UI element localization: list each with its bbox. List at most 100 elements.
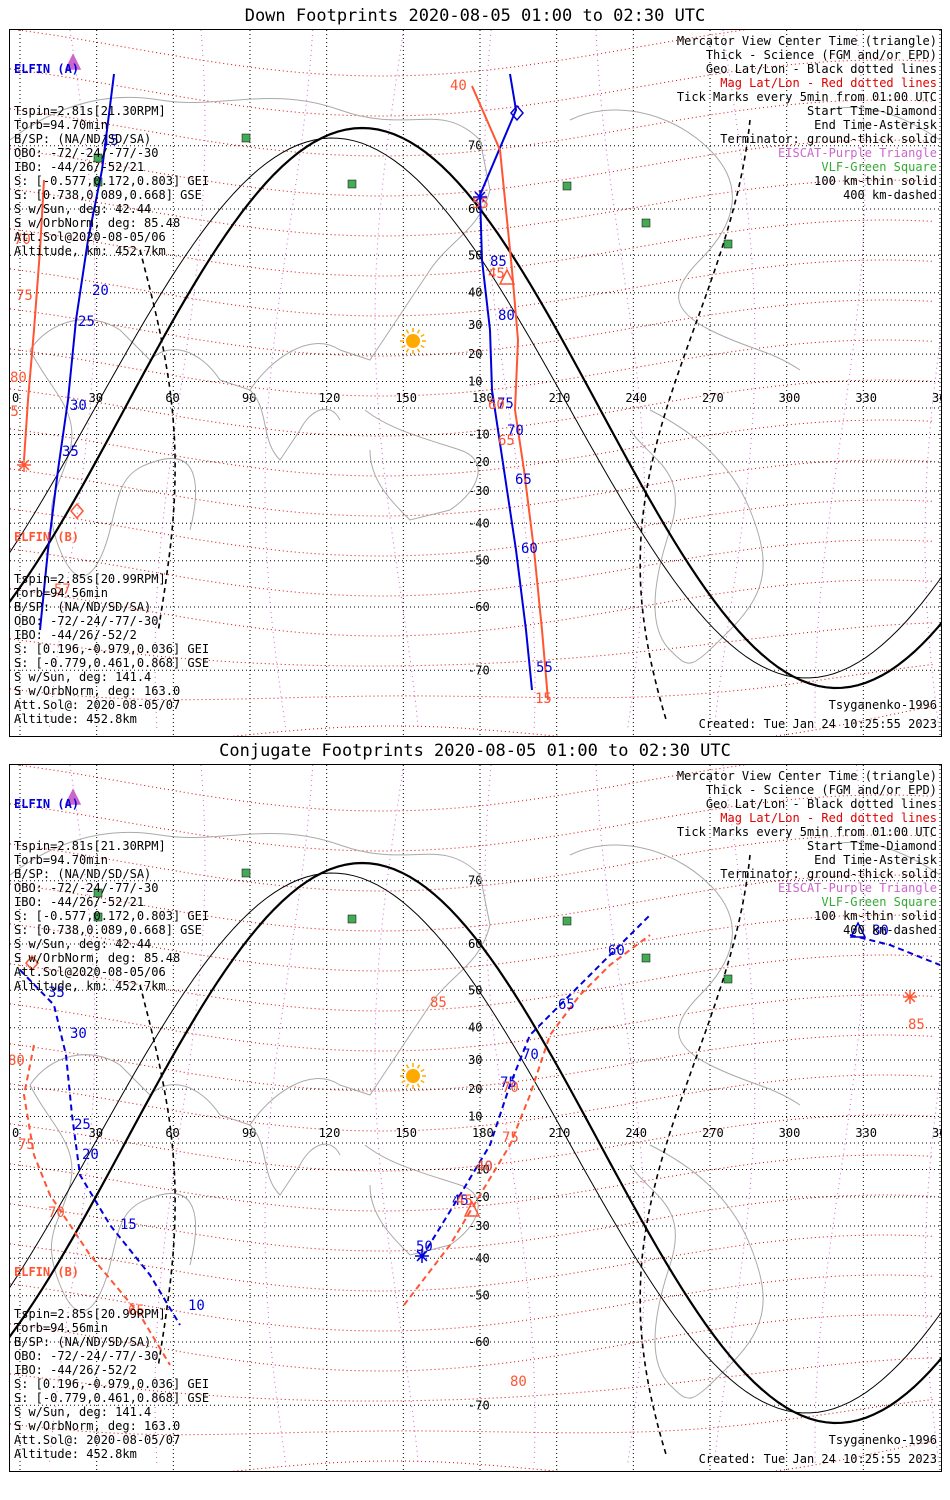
conj-elfin-a-tick-7: 45 — [452, 1193, 469, 1209]
conj-legend-item-11: 400 km-dashed — [843, 923, 937, 937]
conj-vlf-square-6 — [93, 912, 103, 922]
down-legend-item-4: Tick Marks every 5min from 01:00 UTC — [676, 90, 937, 104]
conj-lon-label: 330 — [855, 1126, 877, 1140]
down-elfin-a-tick-7: 75 — [497, 396, 514, 412]
conj-lat-label: -60 — [468, 1335, 490, 1349]
conj-vlf-square-4 — [641, 953, 651, 963]
b-down-line-5: S: [0.196,-0.979,0.036] GEI — [14, 642, 210, 656]
down-legend-item-3: Mag Lat/Lon - Red dotted lines — [720, 76, 937, 90]
conj-lon-label: 60 — [165, 1126, 179, 1140]
conj-elfin-a-tick-12: 75 — [500, 1075, 517, 1091]
down-lat-label: -70 — [468, 663, 490, 677]
conj-coast-5 — [629, 1144, 764, 1399]
down-lon-label: 120 — [319, 391, 341, 405]
down-coast-1 — [29, 349, 197, 577]
down-coast-3 — [364, 409, 479, 521]
down-mag-lat-line — [10, 379, 935, 437]
conj-mag-lat-line — [10, 994, 935, 1052]
conj-legend-item-2: Geo Lat/Lon - Black dotted lines — [705, 797, 937, 811]
down-elfin-a-tick-1: 20 — [92, 283, 109, 299]
a-down-line-3: OBO: -72/-24/-77/-30 — [14, 146, 159, 160]
a-conj-line-8: S w/OrbNorm, deg: 85.48 — [14, 951, 181, 965]
conj-lon-label: 210 — [549, 1126, 571, 1140]
conj-mag-lat-line — [10, 874, 935, 932]
down-terminator-400km-right — [639, 119, 751, 721]
conj-elfin-b-center-triangle — [463, 1200, 481, 1217]
conj-lat-label: 20 — [468, 1082, 482, 1096]
b-conj-line-5: S: [0.196,-0.979,0.036] GEI — [14, 1377, 210, 1391]
down-lat-label: 20 — [468, 347, 482, 361]
elfin-a-name: ELFIN (A) — [14, 62, 80, 76]
conj-elfin-a-center-triangle — [849, 921, 867, 938]
conj-map-panel: 0 30 60 90 120 150 180 210 240 270 300 330 360 70 60 50… — [9, 764, 942, 1472]
down-map-panel: 0306090120150180210240270300330360706050… — [9, 29, 942, 737]
down-lon-label: 30 — [89, 391, 103, 405]
down-elfin-b-end-asterisk — [17, 458, 31, 472]
down-lon-label: 60 — [165, 391, 179, 405]
conj-elfin-b-tick-2: 70 — [48, 1205, 65, 1221]
elfin-b-name: ELFIN (B) — [14, 530, 80, 544]
a-down-line-4: IBO: -44/26/-52/21 — [14, 160, 145, 174]
conj-legend-item-3: Mag Lat/Lon - Red dotted lines — [720, 811, 937, 825]
conj-title: Conjugate Footprints 2020-08-05 01:00 to… — [219, 741, 731, 761]
legend-conj: Mercator View Center Time (triangle) Thic… — [677, 769, 937, 937]
b-conj-line-1: Torb=94.56min — [14, 1321, 108, 1335]
conj-mag-lat-line — [10, 1154, 935, 1212]
b-conj-line-9: Att.Sol@: 2020-08-05/07 — [14, 1433, 181, 1447]
conj-mag-lat-line — [10, 1194, 935, 1252]
conj-vlf-square-0 — [241, 868, 251, 878]
conj-elfin-a-tick-6: 50 — [416, 1239, 433, 1255]
down-lat-label: -10 — [468, 428, 490, 442]
conj-mag-lat-line — [10, 1314, 935, 1372]
conj-terminator-ground — [10, 861, 941, 1425]
conj-legend-item-7: Terminator: ground-thick solid — [720, 867, 937, 881]
conj-elfin-b-tick-5: 85 — [908, 1017, 925, 1033]
conj-lat-label: -40 — [468, 1251, 490, 1265]
down-mag-lat-line — [10, 219, 935, 277]
down-mag-lat-line — [10, 622, 935, 667]
conj-elfin-a-tick-9: 60 — [608, 943, 625, 959]
down-elfin-a-tick-11: 55 — [536, 660, 553, 676]
conj-mag-meridian — [264, 765, 314, 1466]
down-lon-label: 240 — [625, 391, 647, 405]
down-coast-0 — [10, 96, 491, 391]
down-legend-item-6: End Time-Asterisk — [814, 118, 937, 132]
conj-lon-label: 150 — [395, 1126, 417, 1140]
conj-elfin-b-end-asterisk-right — [903, 990, 917, 1004]
down-mag-lat-line — [10, 579, 935, 637]
a-conj-line-6: S: [0.738,0.089,0.668] GSE — [14, 923, 202, 937]
a-down-line-2: B/SP: (NA/ND/SD/SA) — [14, 132, 152, 146]
b-conj-line-0: Tspin=2.85s[20.99RPM] — [14, 1307, 166, 1321]
conj-elfin-a-tick-5: 10 — [188, 1298, 205, 1314]
a-down-line-7: S w/Sun, deg: 42.44 — [14, 202, 152, 216]
conj-terminator-400km-right — [639, 854, 751, 1456]
down-lat-label: 40 — [468, 286, 482, 300]
down-elfin-b-center-triangle — [498, 268, 516, 285]
a-conj-line-9: Att.Sol@2020-08-05/06 — [14, 965, 166, 979]
b-down-line-10: Altitude: 452.8km — [14, 712, 137, 726]
down-elfin-a-start-asterisk — [473, 190, 487, 204]
conj-coastlines — [10, 831, 941, 1399]
conj-lon-label: 270 — [702, 1126, 724, 1140]
down-elfin-b-tick-0: 70 — [14, 232, 31, 248]
conj-elfin-b-tick-10: 80 — [510, 1374, 527, 1390]
down-eiscat-triangle-1 — [64, 53, 82, 70]
down-mag-lat-line — [10, 99, 935, 157]
created-label: Created: Tue Jan 24 10:25:55 2023 — [698, 717, 937, 731]
down-lat-label: -60 — [468, 600, 490, 614]
down-mag-lat-line — [10, 419, 935, 477]
down-lat-label: 50 — [468, 248, 482, 262]
conj-lat-label: 30 — [468, 1053, 482, 1067]
conj-elfin-b-tick-3: 65 — [128, 1303, 145, 1319]
a-conj-line-10: Altitude, km: 452.7km — [14, 979, 166, 993]
model-label: Tsyganenko-1996 — [828, 698, 937, 712]
b-down-line-3: OBO: -72/-24/-77/-30 — [14, 614, 159, 628]
down-legend-item-5: Start Time-Diamond — [806, 104, 937, 118]
conj-vlf-square-3 — [562, 916, 572, 926]
a-conj-line-1: Torb=94.70min — [14, 853, 108, 867]
a-down-line-0: Tspin=2.81s[21.30RPM] — [14, 104, 166, 118]
down-lon-label: 210 — [549, 391, 571, 405]
down-lat-label: -20 — [468, 455, 490, 469]
down-elfin-a-tick-0: 15 — [102, 133, 119, 149]
conj-coast-0 — [10, 831, 491, 1126]
